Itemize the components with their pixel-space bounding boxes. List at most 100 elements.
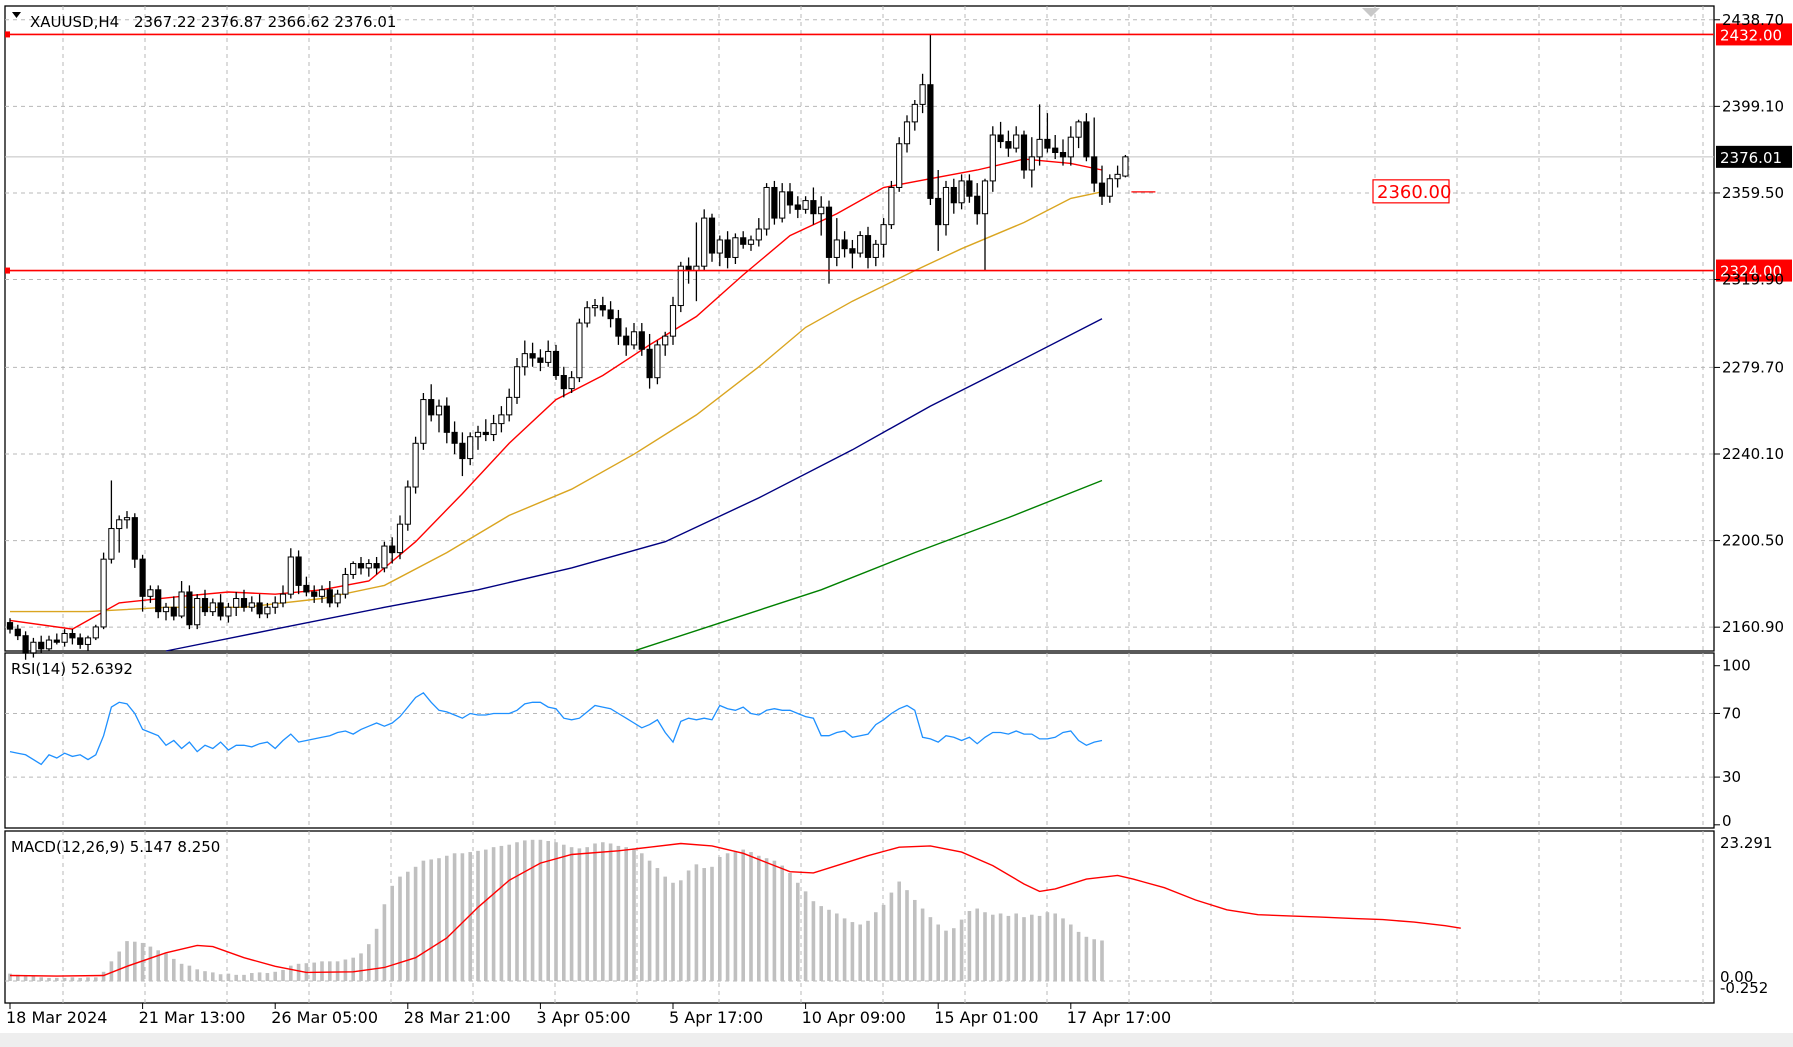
candle [69,629,76,645]
macd-histogram-bar [476,850,480,981]
candle-body-bull [264,606,271,615]
macd-histogram-bar [382,904,387,981]
rsi-panel[interactable]: 100 70 30 0 RSI(14) 52.6392 [4,652,1751,830]
macd-histogram-bar [8,973,12,981]
candle [498,406,505,433]
macd-histogram-bar [788,872,792,981]
candle [630,323,638,350]
macd-histogram-bar [140,942,145,981]
candle-body-bear [240,598,248,608]
rsi-axis-label: 30 [1722,768,1741,786]
macd-histogram-bar [975,908,979,981]
candle [474,425,482,450]
macd-histogram-bar [468,852,472,981]
candle-body-bear [482,431,489,436]
candle [318,585,326,603]
price-axis-label: 2279.70 [1722,358,1784,376]
candle [794,196,801,219]
candle-body-bull [513,366,521,398]
candle-body-bear [849,248,856,254]
macd-panel[interactable]: 23.291 0.00-0.252 MACD(12,26,9) 5.147 8.2… [4,830,1773,1004]
candle-body-bear [740,237,747,245]
macd-histogram-bar [780,865,784,981]
macd-histogram-bar [374,928,379,981]
price-panel-frame [4,5,1715,652]
candle [646,333,653,389]
price-levels[interactable]: 2432.00 2324.00 2376.01 2360.00 [5,23,1792,282]
macd-histogram-bar [811,901,816,981]
candle [420,393,427,450]
candle [1028,137,1035,188]
macd-histogram-bar [86,977,90,981]
shift-marker-icon[interactable] [1362,8,1380,17]
rsi-axis-label: 0 [1722,812,1732,830]
candle [950,178,957,214]
time-axis-label: 28 Mar 21:00 [404,1008,511,1027]
candle [896,137,903,192]
price-axis: 2438.70 2399.10 2359.50 2319.90 2279.70 2240.… [1714,11,1784,636]
candle [303,576,310,597]
candle [1091,117,1098,192]
candle-body-bull [92,626,99,639]
candle [802,196,809,214]
candle-body-bear [357,563,365,569]
candle-body-bull [209,602,216,613]
macd-histogram-bar [101,971,106,981]
candle [14,624,21,641]
candle-body-bear [825,206,833,258]
moving-average-line [165,318,1103,652]
macd-histogram-bar [616,845,621,981]
macd-axis: 23.291 0.00-0.252 [1720,834,1773,997]
candle [747,235,755,251]
macd-histogram-bar [148,946,153,981]
candle-body-bull [365,563,372,569]
candle-body-bull [467,436,474,460]
annotation-box[interactable] [1372,179,1450,204]
candle-body-bear [935,197,942,226]
macd-histogram-bar [694,864,699,981]
time-axis: 18 Mar 2024 21 Mar 13:00 26 Mar 05:00 28 Ma… [6,1003,1171,1027]
candle [467,432,474,466]
candle [935,169,942,251]
candle [92,624,99,641]
candle [958,174,965,210]
rsi-panel-frame [4,652,1715,829]
candle [872,239,879,267]
candle-body-bear [256,602,263,615]
candle-body-bull [506,396,513,416]
macd-histogram-bar [406,871,410,981]
macd-histogram-bar [835,913,839,981]
candle-body-bear [1059,151,1067,158]
candle [233,591,240,617]
candle-body-bull [911,103,918,123]
time-axis-label: 21 Mar 13:00 [139,1008,246,1027]
candle [272,596,279,614]
candle [256,594,263,619]
level-handle[interactable] [5,31,10,38]
price-axis-label: 2160.90 [1722,618,1784,636]
level-handle[interactable] [5,267,10,274]
candle [147,585,154,603]
macd-histogram-bar [499,845,504,981]
candle [217,594,224,621]
moving-average-line [633,479,1103,652]
price-panel[interactable]: 2432.00 2324.00 2376.01 2360.00 2438.70 2399… [4,5,1792,660]
price-axis-label: 2319.90 [1722,271,1784,289]
candle-body-bear [974,195,981,215]
macd-histogram-bar [55,977,59,981]
macd-histogram-bar [94,977,98,981]
rsi-grid [5,653,1714,828]
macd-histogram-bar [913,899,917,981]
macd-histogram-bar [530,839,535,981]
candle-body-bull [225,606,232,617]
candle [1013,126,1020,153]
candle-body-bear [217,602,224,617]
bottom-scrollbar[interactable] [0,1033,1793,1047]
macd-histogram-bar [445,855,449,981]
triangle-down-icon[interactable] [12,12,21,18]
candle [139,554,146,612]
macd-histogram-bar [1037,915,1042,981]
rsi-title: RSI(14) 52.6392 [11,660,133,678]
macd-histogram-bar [203,971,207,981]
